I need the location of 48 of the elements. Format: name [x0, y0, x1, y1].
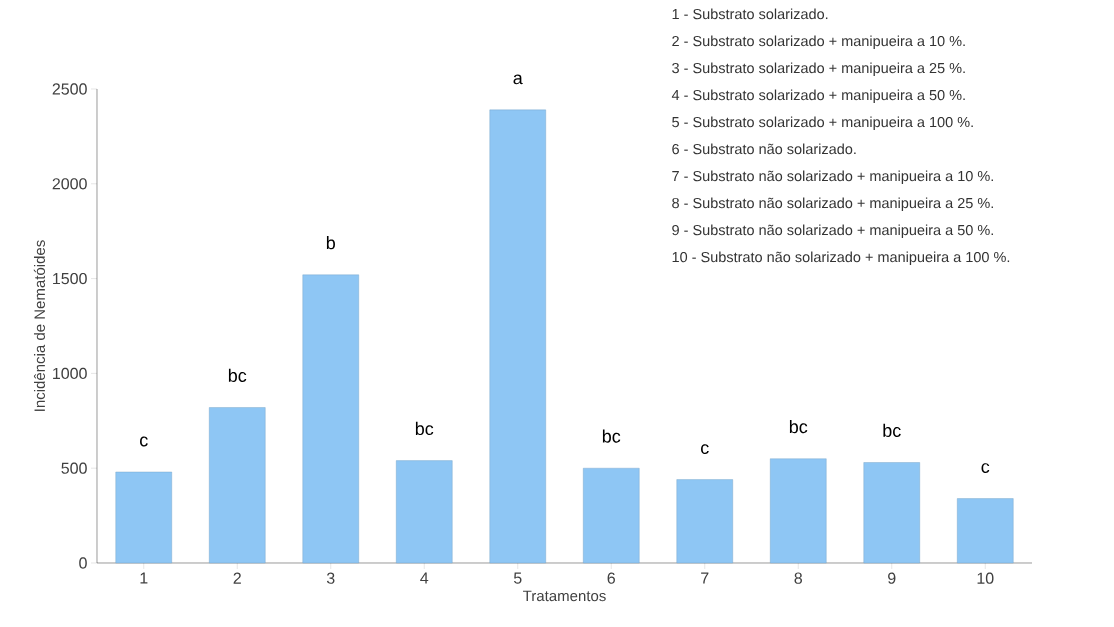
y-tick-label: 2000 — [52, 178, 87, 190]
annotation: 5 - Substrato solarizado + manipueira a 100 %. — [672, 116, 973, 131]
y-tick-label: 1000 — [53, 367, 87, 380]
y-axis-title: Incidência de Nematóides — [33, 240, 45, 411]
annotation: b — [326, 236, 335, 250]
annotation: bc — [228, 368, 247, 382]
annotation: bc — [789, 419, 808, 434]
annotation: 6 - Substrato não solarizado. — [672, 143, 856, 155]
annotation: 4 - Substrato solarizado + manipueira a 50 %. — [671, 89, 965, 104]
annotation: c — [701, 444, 709, 455]
bar — [676, 479, 733, 564]
bar — [583, 468, 640, 564]
x-tick-label: 2 — [233, 572, 241, 584]
annotation: 7 - Substrato não solarizado + manipueira a 10 %. — [672, 170, 993, 185]
bar — [863, 462, 920, 564]
annotation: bc — [883, 423, 901, 437]
bar — [770, 458, 827, 564]
annotation: c — [140, 436, 148, 447]
x-tick-label: 9 — [888, 572, 896, 584]
annotation: 10 - Substrato não solarizado + manipueira a 100 %. — [672, 251, 1010, 266]
x-tick-label: 8 — [794, 572, 803, 584]
x-tick-label: 1 — [140, 572, 148, 584]
y-tick-label: 0 — [79, 557, 87, 569]
y-tick-label: 1500 — [53, 272, 87, 285]
bar — [115, 471, 172, 564]
text: 1 - Substrato solarizado. — [672, 8, 828, 20]
annotation: bc — [415, 421, 434, 436]
annotation: a — [513, 74, 523, 85]
x-tick-label: 10 — [977, 572, 994, 584]
annotation: bc — [602, 429, 621, 443]
y-tick-label: 500 — [61, 462, 87, 474]
x-tick-label: 4 — [420, 572, 429, 584]
x-tick-label: 5 — [513, 572, 522, 584]
bar — [396, 460, 453, 564]
x-tick-label: 6 — [607, 572, 615, 584]
x-tick-label: 7 — [701, 572, 709, 584]
annotation: c — [981, 463, 990, 473]
x-axis-title: Tratamentos — [523, 590, 606, 602]
x-tick-label: 3 — [326, 572, 335, 584]
bar — [489, 109, 546, 564]
annotation: 8 - Substrato não solarizado + manipueira a 25 %. — [672, 197, 993, 212]
annotation: 9 - Substrato não solarizado + manipueira a 50 %. — [672, 224, 993, 239]
text: 2 - Substrato solarizado + manipueira a 10 %. — [672, 35, 965, 50]
bar — [209, 407, 266, 564]
bar — [957, 498, 1014, 564]
bar — [302, 274, 359, 564]
text: 3 - Substrato solarizado + manipueira a 25 %. — [672, 62, 965, 77]
y-tick-label: 2500 — [52, 83, 87, 95]
